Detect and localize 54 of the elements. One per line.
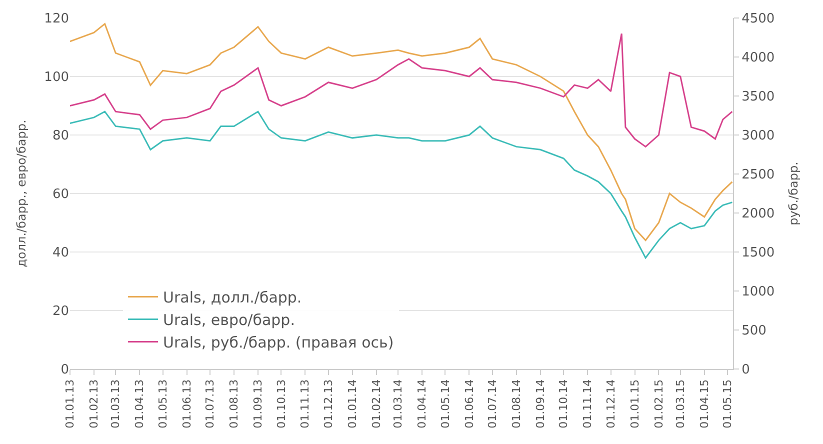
line-series	[70, 110, 733, 259]
y2-tick-label: 4000	[742, 50, 775, 66]
line-series	[70, 23, 733, 242]
y-tick-label: 40	[52, 246, 69, 261]
x-tick-label: 01.07.13	[204, 379, 217, 428]
legend-label: Urals, руб./барр. (правая ось)	[163, 334, 394, 352]
x-tick-label: 01.03.14	[392, 379, 405, 428]
x-tick-label: 01.10.14	[557, 379, 570, 428]
x-tick-label: 01.02.15	[652, 379, 666, 428]
y2-tick-label: 1000	[742, 284, 775, 300]
y2-tick-label: 2000	[742, 206, 775, 222]
x-tick-label: 01.05.15	[721, 379, 734, 428]
x-tick-label: 01.06.14	[462, 379, 476, 428]
x-tick-label: 01.04.13	[133, 379, 146, 428]
y2-tick-label: 3000	[742, 128, 775, 144]
legend-label: Urals, евро/барр.	[163, 311, 295, 330]
legend-label: Urals, долл./барр.	[163, 288, 302, 307]
x-tick-label: 01.09.14	[534, 379, 547, 428]
y2-axis-title: руб./барр.	[786, 162, 801, 226]
y2-tick-label: 4500	[742, 12, 775, 27]
x-tick-label: 01.02.14	[370, 379, 383, 428]
x-tick-label: 01.10.13	[274, 379, 288, 428]
y2-tick-label: 3500	[742, 90, 775, 105]
x-tick-label: 01.01.13	[64, 379, 77, 428]
y2-tick-label: 1500	[742, 246, 775, 261]
x-tick-label: 01.08.14	[510, 379, 523, 428]
y-tick-label: 100	[44, 70, 69, 86]
y-tick-label: 120	[44, 12, 69, 27]
x-tick-label: 01.01.15	[628, 379, 642, 428]
y2-tick-label: 500	[742, 324, 766, 339]
x-tick-label: 01.01.14	[346, 379, 359, 428]
x-tick-label: 01.05.13	[156, 379, 170, 428]
y-tick-label: 80	[52, 128, 69, 144]
x-tick-label: 01.12.13	[322, 379, 335, 428]
x-tick-label: 01.02.13	[88, 379, 101, 428]
x-tick-label: 01.04.14	[416, 379, 429, 428]
x-tick-label: 01.09.13	[252, 379, 265, 428]
y-tick-label: 60	[52, 187, 69, 202]
x-tick-label: 01.12.14	[604, 379, 618, 428]
x-tick-label: 01.06.13	[180, 379, 194, 428]
x-tick-label: 01.11.14	[581, 379, 594, 428]
line-series	[70, 32, 733, 148]
y2-tick-label: 2500	[742, 168, 775, 183]
y-tick-label: 20	[52, 304, 69, 320]
x-tick-label: 01.05.14	[438, 379, 452, 428]
x-tick-label: 01.04.15	[698, 379, 711, 428]
y-axis-title: долл./барр., евро/барр.	[14, 120, 28, 268]
x-tick-label: 01.03.13	[109, 379, 122, 428]
x-tick-label: 01.08.13	[228, 379, 241, 428]
y2-tick-label: 0	[742, 362, 750, 378]
x-tick-label: 01.03.15	[674, 379, 687, 428]
x-tick-label: 01.07.14	[486, 379, 499, 428]
x-tick-label: 01.11.13	[298, 379, 312, 428]
y-tick-label: 0	[60, 362, 69, 378]
